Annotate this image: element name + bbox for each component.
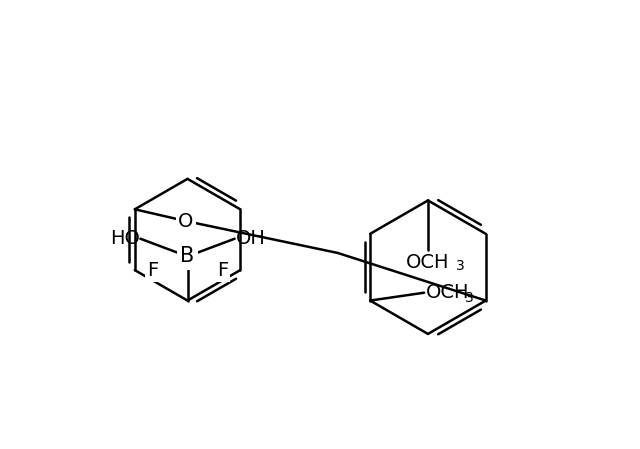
Text: B: B xyxy=(180,247,195,266)
Text: OCH: OCH xyxy=(406,253,450,273)
Text: 3: 3 xyxy=(465,291,474,304)
Text: OH: OH xyxy=(236,229,265,248)
Text: F: F xyxy=(147,260,158,280)
Text: O: O xyxy=(178,211,193,231)
Text: F: F xyxy=(217,260,228,280)
Text: HO: HO xyxy=(109,229,140,248)
Text: 3: 3 xyxy=(456,260,464,273)
Text: OCH: OCH xyxy=(426,283,470,302)
